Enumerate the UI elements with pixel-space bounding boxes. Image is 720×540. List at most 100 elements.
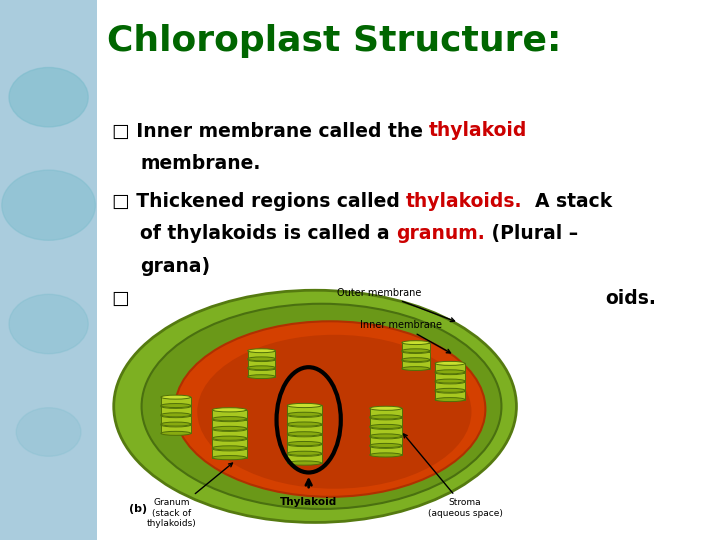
Ellipse shape bbox=[287, 423, 322, 427]
Ellipse shape bbox=[369, 416, 402, 420]
Ellipse shape bbox=[114, 291, 516, 523]
Bar bbox=[0, 0, 97, 540]
Ellipse shape bbox=[212, 427, 246, 431]
Ellipse shape bbox=[369, 406, 402, 410]
Bar bbox=[369, 427, 402, 436]
Text: (Plural –: (Plural – bbox=[485, 224, 578, 243]
Circle shape bbox=[17, 408, 81, 456]
Ellipse shape bbox=[402, 349, 430, 353]
Ellipse shape bbox=[369, 443, 402, 448]
Bar bbox=[287, 444, 322, 453]
Text: oids.: oids. bbox=[605, 289, 656, 308]
Ellipse shape bbox=[248, 367, 276, 370]
Ellipse shape bbox=[248, 357, 276, 361]
Ellipse shape bbox=[212, 416, 246, 421]
Ellipse shape bbox=[287, 433, 322, 437]
Ellipse shape bbox=[369, 424, 402, 429]
Bar bbox=[161, 416, 191, 424]
Text: Chloroplast Structure:: Chloroplast Structure: bbox=[107, 24, 561, 58]
Text: □ Thickened regions called: □ Thickened regions called bbox=[112, 192, 406, 211]
Ellipse shape bbox=[212, 436, 246, 440]
Text: □ Inner membrane called the: □ Inner membrane called the bbox=[112, 122, 429, 140]
Bar bbox=[369, 446, 402, 455]
Ellipse shape bbox=[287, 403, 322, 408]
Ellipse shape bbox=[287, 452, 322, 456]
Ellipse shape bbox=[369, 415, 402, 419]
Bar bbox=[369, 418, 402, 427]
Ellipse shape bbox=[369, 426, 402, 429]
Ellipse shape bbox=[287, 442, 322, 446]
Ellipse shape bbox=[212, 447, 246, 451]
Bar bbox=[212, 439, 246, 448]
Ellipse shape bbox=[402, 349, 430, 354]
Bar bbox=[402, 361, 430, 368]
Text: Inner membrane: Inner membrane bbox=[360, 320, 451, 353]
Ellipse shape bbox=[435, 388, 465, 393]
Text: thylakoids.: thylakoids. bbox=[406, 192, 523, 211]
Bar bbox=[287, 406, 322, 414]
Bar bbox=[212, 449, 246, 458]
Ellipse shape bbox=[435, 370, 465, 374]
Text: Granum
(stack of
thylakoids): Granum (stack of thylakoids) bbox=[147, 463, 233, 528]
Ellipse shape bbox=[287, 422, 322, 426]
Bar bbox=[369, 408, 402, 417]
Bar bbox=[435, 382, 465, 390]
Text: Thylakoid: Thylakoid bbox=[280, 497, 337, 507]
Bar bbox=[248, 369, 276, 377]
Ellipse shape bbox=[402, 341, 430, 345]
Ellipse shape bbox=[161, 431, 191, 435]
Ellipse shape bbox=[369, 444, 402, 448]
Ellipse shape bbox=[287, 442, 322, 447]
Bar bbox=[248, 351, 276, 359]
Ellipse shape bbox=[287, 451, 322, 455]
Ellipse shape bbox=[212, 456, 246, 460]
Ellipse shape bbox=[435, 370, 465, 375]
Text: of thylakoids is called a: of thylakoids is called a bbox=[140, 224, 397, 243]
Bar bbox=[287, 435, 322, 443]
Ellipse shape bbox=[161, 403, 191, 408]
Text: grana): grana) bbox=[140, 256, 210, 275]
Bar bbox=[161, 407, 191, 415]
Bar bbox=[435, 391, 465, 400]
Text: Stroma
(aqueous space): Stroma (aqueous space) bbox=[403, 434, 503, 517]
Ellipse shape bbox=[435, 380, 465, 384]
Ellipse shape bbox=[161, 395, 191, 399]
Ellipse shape bbox=[142, 303, 501, 509]
Circle shape bbox=[9, 68, 89, 127]
Text: membrane.: membrane. bbox=[140, 154, 261, 173]
Bar bbox=[212, 420, 246, 428]
Ellipse shape bbox=[161, 422, 191, 426]
Text: □: □ bbox=[112, 289, 130, 308]
Bar bbox=[287, 425, 322, 434]
Ellipse shape bbox=[175, 321, 485, 497]
Bar bbox=[369, 437, 402, 445]
Ellipse shape bbox=[435, 389, 465, 393]
Ellipse shape bbox=[435, 379, 465, 383]
Ellipse shape bbox=[212, 446, 246, 450]
Ellipse shape bbox=[248, 349, 276, 353]
Bar bbox=[161, 425, 191, 433]
Ellipse shape bbox=[287, 412, 322, 416]
Text: A stack: A stack bbox=[523, 192, 613, 211]
Bar bbox=[435, 363, 465, 372]
Circle shape bbox=[1, 170, 95, 240]
Ellipse shape bbox=[369, 453, 402, 457]
Ellipse shape bbox=[435, 397, 465, 402]
Ellipse shape bbox=[435, 361, 465, 366]
Bar bbox=[402, 352, 430, 360]
Ellipse shape bbox=[369, 435, 402, 439]
Circle shape bbox=[9, 294, 89, 354]
Bar bbox=[212, 429, 246, 438]
Bar bbox=[248, 360, 276, 368]
Text: Outer membrane: Outer membrane bbox=[337, 288, 454, 321]
Bar bbox=[212, 410, 246, 418]
Bar bbox=[435, 373, 465, 381]
Ellipse shape bbox=[248, 357, 276, 362]
Ellipse shape bbox=[161, 404, 191, 408]
Ellipse shape bbox=[161, 414, 191, 417]
Ellipse shape bbox=[212, 417, 246, 422]
Bar bbox=[161, 397, 191, 406]
Ellipse shape bbox=[287, 431, 322, 436]
Text: (b): (b) bbox=[129, 504, 147, 514]
Ellipse shape bbox=[248, 375, 276, 379]
